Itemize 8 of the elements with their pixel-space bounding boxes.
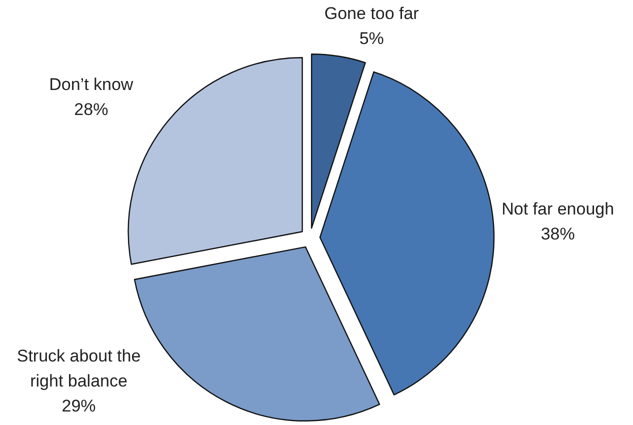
slice-label: Struck about the right balance	[16, 346, 141, 391]
slice-label: Gone too far	[324, 4, 420, 23]
data-label: 29%	[62, 396, 96, 416]
data-label: 38%	[540, 224, 575, 244]
slice-label: Don’t know	[49, 75, 134, 94]
slice-label: Not far enough	[502, 200, 614, 219]
data-label: 5%	[359, 29, 384, 48]
data-label: 28%	[74, 100, 108, 120]
